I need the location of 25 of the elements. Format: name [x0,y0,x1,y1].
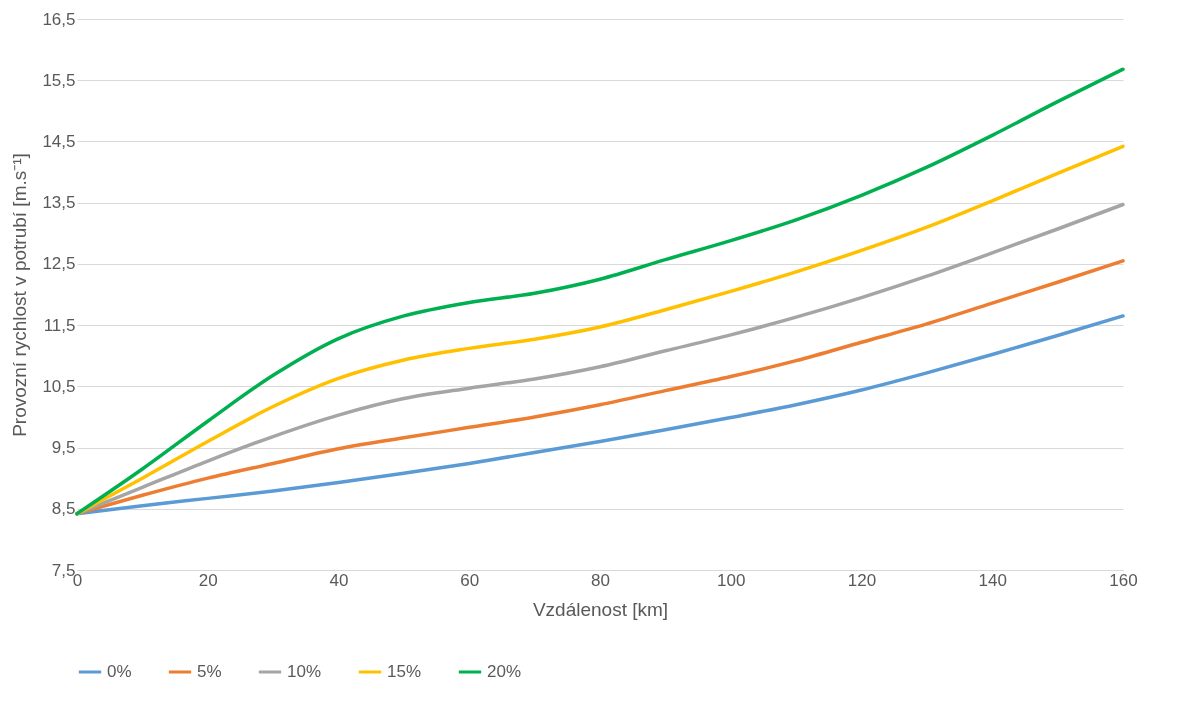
y-tick-label: 8,5 [51,499,76,519]
y-tick-label: 15,5 [42,70,76,90]
x-axis-title: Vzdálenost [km] [532,598,669,620]
x-tick-label: 120 [847,570,877,590]
y-tick-label: 12,5 [42,254,76,274]
y-tick-label: 16,5 [42,9,76,29]
y-tick-label: 13,5 [42,193,76,213]
y-tick-label: 11,5 [43,315,76,335]
x-tick-label: 140 [978,570,1007,590]
x-tick-label: 60 [460,570,480,590]
legend-label: 20% [487,662,522,681]
x-tick-label: 40 [329,570,349,590]
legend-label: 0% [107,662,132,681]
legend-label: 5% [197,662,222,681]
x-tick-label: 20 [198,570,218,590]
x-tick-label: 80 [591,570,610,590]
legend-label: 10% [287,662,322,681]
y-tick-label: 9,5 [51,438,76,458]
x-tick-label: 160 [1109,570,1138,590]
line-series [75,67,1125,516]
y-tick-label: 10,5 [42,376,76,396]
legend-label: 15% [387,662,422,681]
x-tick-label: 100 [717,570,746,590]
y-tick-label: 14,5 [42,131,76,151]
y-axis-title: Provozní rychlost v potrubí [m.s⁻¹] [9,153,31,437]
